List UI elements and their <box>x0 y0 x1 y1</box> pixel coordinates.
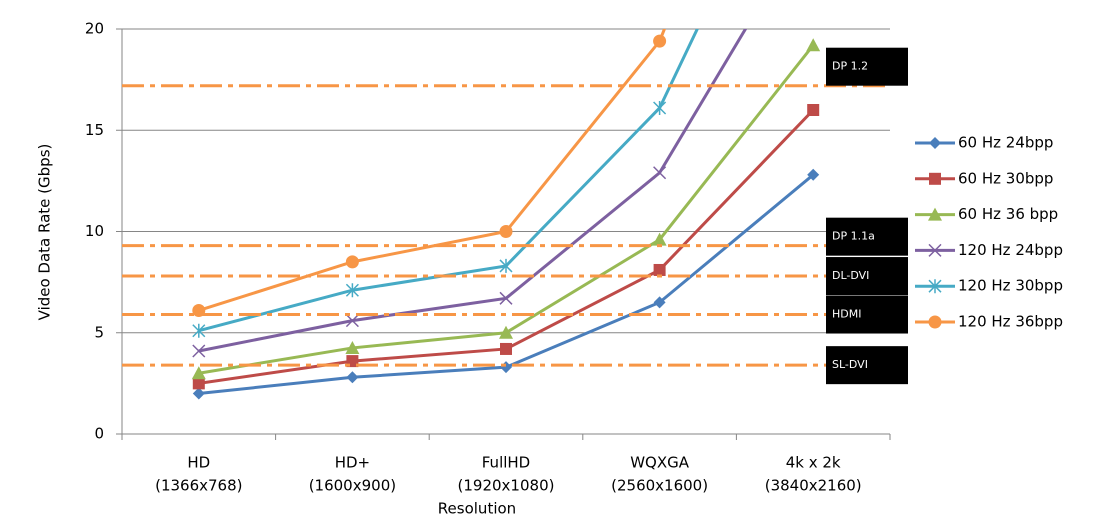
marker <box>345 255 359 269</box>
legend-label: 60 Hz 36 bpp <box>958 205 1058 223</box>
x-tick-label: (1600x900) <box>309 477 396 495</box>
marker <box>806 38 821 52</box>
x-tick-label: 4k x 2k <box>786 454 841 472</box>
x-tick-label: (3840x2160) <box>765 477 862 495</box>
marker <box>499 325 513 339</box>
marker <box>653 166 667 180</box>
reference-label: DP 1.1a <box>832 230 875 243</box>
marker <box>192 377 205 390</box>
marker <box>500 342 512 355</box>
x-tick-label: (1920x1080) <box>458 477 555 495</box>
plot-area <box>191 29 821 400</box>
x-tick-label: (2560x1600) <box>611 477 708 495</box>
legend-label: 60 Hz 24bpp <box>958 134 1053 152</box>
reference-box <box>826 257 908 296</box>
marker <box>192 344 206 358</box>
marker <box>345 340 360 354</box>
x-tick-label: WQXGA <box>630 454 690 472</box>
marker <box>653 100 667 115</box>
reference-label: HDMI <box>832 308 861 321</box>
marker <box>653 296 666 309</box>
y-tick-label: 20 <box>85 20 104 38</box>
x-tick-label: HD <box>187 454 210 472</box>
marker <box>929 172 941 185</box>
marker <box>500 361 512 374</box>
y-tick-label: 0 <box>94 425 104 443</box>
marker <box>928 279 942 294</box>
x-tick-label: FullHD <box>482 454 530 472</box>
reference-box <box>826 295 908 334</box>
x-tick-label: (1366x768) <box>155 477 242 495</box>
marker <box>807 168 820 181</box>
marker <box>653 34 667 48</box>
marker <box>653 263 666 276</box>
x-axis-title: Resolution <box>438 500 516 518</box>
legend-label: 120 Hz 30bpp <box>958 277 1063 295</box>
marker <box>928 243 942 257</box>
marker <box>192 323 206 338</box>
reference-label: DP 1.2 <box>832 60 868 73</box>
legend-label: 60 Hz 30bpp <box>958 169 1053 187</box>
y-tick-label: 15 <box>85 121 104 139</box>
reference-box <box>826 346 908 385</box>
marker <box>807 104 820 116</box>
y-tick-label: 5 <box>94 323 104 341</box>
legend-label: 120 Hz 24bpp <box>958 241 1063 259</box>
marker <box>928 207 942 221</box>
y-tick-label: 10 <box>85 222 104 240</box>
reference-box <box>826 47 908 86</box>
marker <box>191 366 206 380</box>
marker <box>499 291 513 305</box>
reference-label: SL-DVI <box>832 358 868 371</box>
marker <box>346 371 359 384</box>
marker <box>345 283 359 298</box>
y-axis-title: Video Data Rate (Gbps) <box>36 144 54 321</box>
x-tick-label: HD+ <box>335 454 370 472</box>
marker <box>928 315 942 329</box>
marker <box>345 314 359 328</box>
series-line <box>198 44 815 375</box>
marker <box>929 137 941 149</box>
reference-box <box>826 217 908 256</box>
legend-label: 120 Hz 36bpp <box>958 313 1063 331</box>
marker <box>499 225 513 238</box>
marker <box>652 232 667 246</box>
marker <box>192 387 205 400</box>
marker <box>499 258 513 273</box>
reference-label: DL-DVI <box>832 269 869 282</box>
